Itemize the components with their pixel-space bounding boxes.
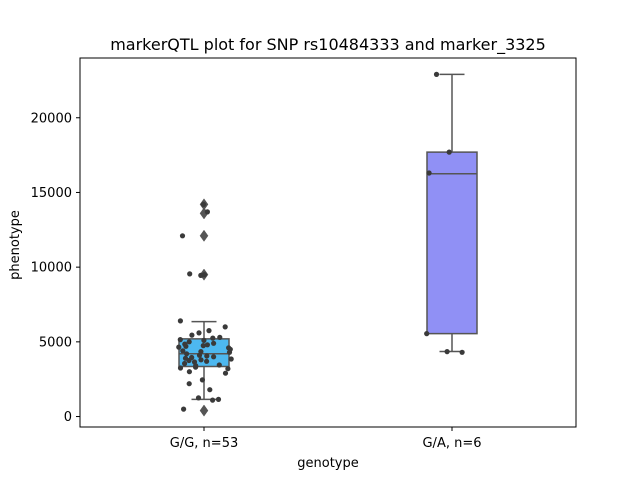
data-point xyxy=(196,330,202,336)
data-point xyxy=(186,339,192,345)
data-point xyxy=(228,356,234,362)
data-point xyxy=(181,406,187,412)
y-tick-label: 5000 xyxy=(39,335,72,350)
outlier-marker xyxy=(199,229,209,242)
data-point xyxy=(200,201,207,207)
plot-frame xyxy=(79,57,577,428)
data-point xyxy=(196,352,203,358)
data-point xyxy=(210,335,216,341)
box-iqr xyxy=(426,151,478,335)
data-point xyxy=(211,354,217,360)
data-point xyxy=(222,324,228,330)
y-tick-label: 15000 xyxy=(31,186,72,201)
data-point xyxy=(216,362,222,368)
data-point xyxy=(186,381,192,387)
x-tick-label: G/G, n=53 xyxy=(170,436,238,451)
data-point xyxy=(177,337,183,343)
data-point xyxy=(179,233,186,239)
data-point xyxy=(201,337,207,343)
data-point xyxy=(426,170,432,176)
data-point xyxy=(222,370,229,376)
data-point xyxy=(459,349,465,355)
chart-title: markerQTL plot for SNP rs10484333 and ma… xyxy=(110,35,546,55)
x-axis-label: genotype xyxy=(297,456,358,471)
data-point xyxy=(186,369,192,375)
data-point xyxy=(206,328,212,334)
data-point xyxy=(187,271,193,277)
data-point xyxy=(217,334,223,340)
data-point xyxy=(204,209,210,215)
data-point xyxy=(446,149,452,155)
data-point xyxy=(211,340,217,346)
data-point xyxy=(200,343,206,349)
data-point xyxy=(207,387,213,393)
x-tick-label: G/A, n=6 xyxy=(422,436,481,451)
data-point xyxy=(201,272,207,278)
data-point xyxy=(204,353,210,359)
data-point xyxy=(193,364,199,370)
data-point xyxy=(177,318,183,324)
outlier-marker xyxy=(199,404,209,417)
data-point xyxy=(183,343,189,349)
data-point xyxy=(189,332,195,338)
data-point xyxy=(195,395,202,401)
data-point xyxy=(182,360,188,367)
data-point xyxy=(199,377,205,383)
data-point xyxy=(186,357,192,364)
data-point xyxy=(184,351,190,357)
data-point xyxy=(204,342,210,348)
data-point xyxy=(444,349,450,355)
y-axis-label: phenotype xyxy=(8,210,23,280)
y-tick-label: 20000 xyxy=(31,111,72,126)
data-point xyxy=(210,397,216,403)
y-tick-label: 10000 xyxy=(31,261,72,276)
data-point xyxy=(204,358,210,364)
data-point xyxy=(225,366,231,372)
data-point xyxy=(226,349,233,355)
data-point xyxy=(215,396,222,402)
data-point xyxy=(180,348,186,354)
data-point xyxy=(433,71,440,77)
data-point xyxy=(176,344,182,350)
y-tick-label: 0 xyxy=(64,410,72,425)
data-point xyxy=(198,357,204,363)
data-point xyxy=(177,365,184,371)
data-point xyxy=(424,331,430,337)
